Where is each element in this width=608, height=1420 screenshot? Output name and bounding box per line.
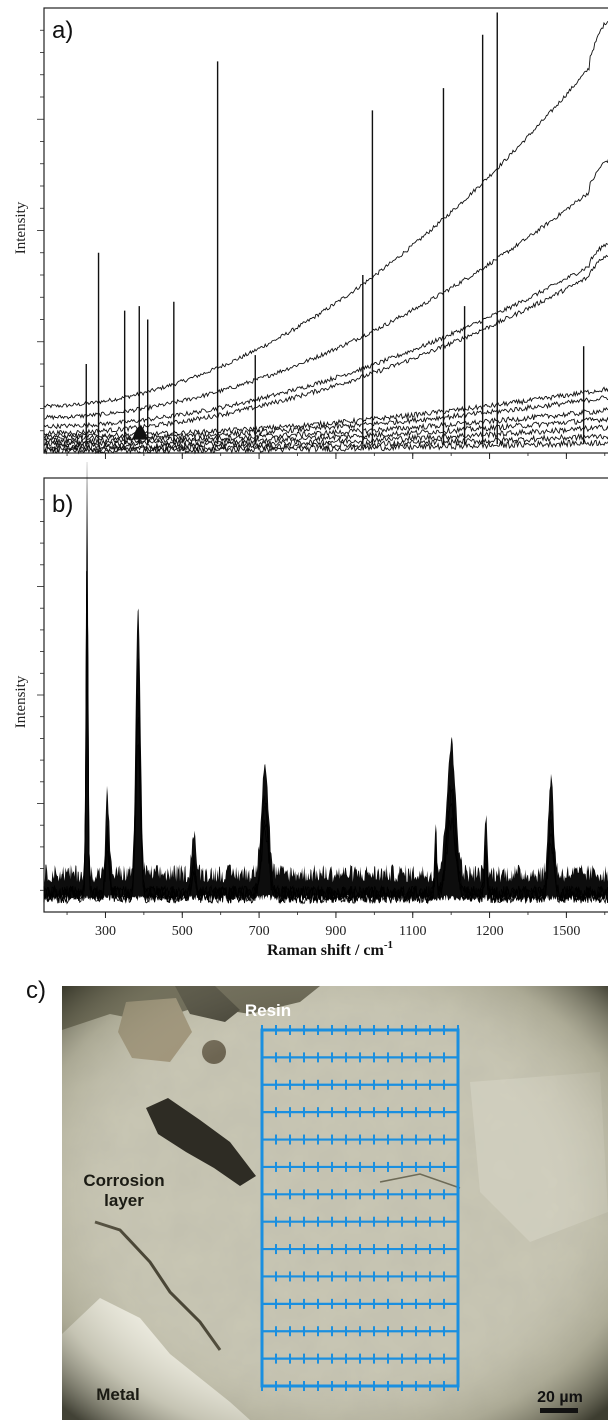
- micrograph-photo: [62, 986, 608, 1420]
- x-tick-label: 300: [95, 924, 116, 939]
- x-tick-label: 1500: [552, 924, 580, 939]
- x-tick-label: 500: [172, 924, 193, 939]
- label-corrosion: Corrosion: [83, 1171, 164, 1190]
- panel-b-traces: [43, 462, 608, 905]
- label-metal: Metal: [96, 1385, 139, 1404]
- x-title-main: Raman shift / cm: [267, 942, 385, 959]
- label-corrosion-layer: layer: [104, 1191, 144, 1210]
- spectrum-line: [43, 571, 608, 904]
- spectrum-line: [43, 416, 608, 449]
- panel-a-frame: [43, 7, 608, 454]
- x-title-superscript: -1: [384, 939, 393, 951]
- panel-c: c) Resin Corrosion layer Metal 20 µm: [26, 977, 608, 1420]
- spectrum-line: [43, 158, 608, 421]
- panel-b-y-ticks: [37, 499, 44, 891]
- panel-a-y-label: Intensity: [13, 201, 29, 254]
- x-tick-label: 1100: [399, 924, 426, 939]
- x-tick-label: 700: [249, 924, 270, 939]
- measurement-grid: [260, 1025, 460, 1391]
- panel-b-y-label: Intensity: [13, 675, 29, 728]
- x-tick-label: 900: [325, 924, 346, 939]
- label-resin: Resin: [245, 1001, 291, 1020]
- panel-b: 300 500 700 900 1100 1200 1500 b) Intensity Ra…: [13, 462, 608, 959]
- panel-a-traces: [43, 12, 608, 455]
- x-tick-label: 1200: [476, 924, 504, 939]
- scale-bar-label: 20 µm: [537, 1389, 583, 1406]
- panel-a-y-ticks: [37, 29, 44, 432]
- spectrum-line: [43, 433, 608, 453]
- spectrum-line: [43, 438, 608, 455]
- spectrum-hump: [132, 426, 148, 440]
- spectrum-line: [43, 594, 608, 905]
- spectrum-line: [43, 242, 608, 430]
- panel-a-letter: a): [52, 17, 73, 44]
- spectrum-line: [43, 407, 608, 446]
- spectrum-line: [43, 649, 608, 905]
- spectra-envelope: [44, 462, 608, 902]
- panel-b-frame: [43, 477, 608, 913]
- panel-b-letter: b): [52, 491, 73, 518]
- spectrum-line: [43, 674, 608, 905]
- spectrum-line: [43, 20, 608, 409]
- scale-bar: [540, 1408, 578, 1413]
- panel-b-x-ticks: 300 500 700 900 1100 1200 1500: [66, 912, 606, 939]
- panel-c-letter: c): [26, 977, 46, 1004]
- panel-b-x-title: Raman shift / cm-1: [267, 939, 393, 959]
- spectrum-line: [43, 254, 608, 436]
